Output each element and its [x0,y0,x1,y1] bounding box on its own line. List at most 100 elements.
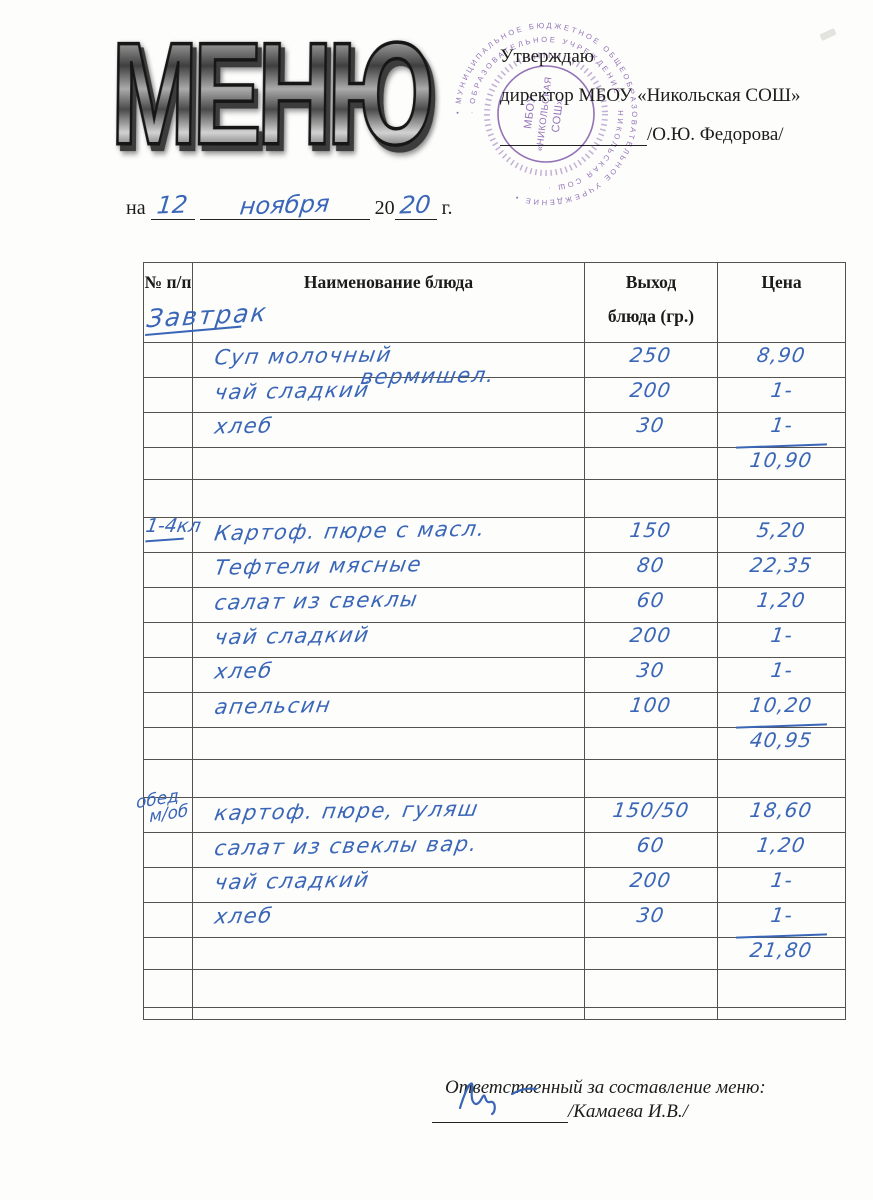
dish-output-cell: 150 [584,517,718,553]
dish-name: чай сладкий [212,622,372,650]
dish-name-cell: салат из свеклы вар. [192,831,585,868]
dish-price-cell: 1,20 [717,587,846,623]
date-month-handwritten: ноября [238,189,331,221]
menu-table-row: салат из свеклы 60 1,20 [143,587,846,623]
responsible-signature-line [432,1082,568,1123]
dish-output: 200 [628,868,674,892]
dish-price-cell: 1,20 [717,832,846,868]
row-number-cell [143,552,193,588]
dish-output-cell [584,969,718,1008]
dish-name-cell: чай сладкий [192,622,585,658]
menu-table-row [143,479,846,518]
dish-output: 30 [635,903,667,927]
menu-table-row: хлеб 30 1- [143,657,846,693]
row-number-cell [143,377,193,413]
dish-output-cell [584,479,718,518]
dish-name-cell: хлеб [192,902,585,938]
school-round-stamp: • МУНИЦИПАЛЬНОЕ БЮДЖЕТНОЕ ОБЩЕОБРАЗОВАТЕ… [453,21,636,207]
dish-price-cell: 5,20 [717,517,846,553]
dish-price-cell [717,969,846,1008]
menu-table-row: 10,90 [143,447,846,480]
dish-output-cell: 250 [584,342,718,378]
menu-table-row: чай сладкий 200 1- [143,867,846,903]
section-label-lunch-line2: м/об [149,800,189,828]
row-number-cell [143,902,193,938]
dish-price: 40,95 [748,728,815,752]
dish-output-cell: 60 [584,587,718,623]
menu-table-row: Тефтели мясные 80 22,35 [143,552,846,588]
dish-output: 200 [628,623,674,647]
date-day-handwritten: 12 [155,190,190,220]
row-number-cell [143,479,193,518]
dish-name: картоф. пюре, гуляш [212,796,481,826]
dish-name: апельсин [212,692,334,720]
menu-title-logo: МЕНЮ [109,12,432,177]
dish-name-cell: Тефтели мясные [192,552,585,588]
dish-output-cell: 200 [584,377,718,413]
dish-name: салат из свеклы вар. [212,831,480,861]
col-header-price: Цена [717,262,846,343]
section-label-lunch: обед м/об [136,786,189,828]
row-number-cell [143,412,193,448]
menu-table-row: хлеб 30 1- [143,902,846,938]
row-number-cell [143,1007,193,1020]
dish-price: 1,20 [755,833,808,857]
dish-name-cell [192,1007,585,1020]
dish-output: 150 [628,518,674,542]
dish-name-cell: чай сладкий [192,867,585,903]
dish-name-cell [192,759,585,798]
dish-price-cell: 8,90 [717,342,846,378]
date-year-handwritten: 20 [398,190,433,220]
dish-output-cell [584,447,718,480]
dish-price-cell: 18,60 [717,797,846,833]
dish-name: чай сладкий [212,867,372,895]
dish-output-cell: 30 [584,902,718,938]
responsible-signature-name: /Камаева И.В./ [568,1101,688,1122]
row-number-cell [143,867,193,903]
dish-name-cell: Суп молочный вермишел. [192,342,585,389]
dish-price-cell [717,759,846,798]
dish-name-cell: апельсин [192,692,585,728]
dish-output-cell: 80 [584,552,718,588]
row-number-cell [143,587,193,623]
dish-name-continued: вермишел. [358,362,497,390]
dish-output-cell: 200 [584,867,718,903]
menu-table-row: хлеб 30 1- [143,412,846,448]
approval-block: Утверждаю директор МБОУ «Никольская СОШ»… [500,46,801,146]
dish-price: 5,20 [755,518,808,542]
director-signature-name: /О.Ю. Федорова/ [647,124,784,145]
dish-output-cell [584,759,718,798]
dish-price: 1- [768,413,795,437]
col-header-output: Выход блюда (гр.) [584,262,718,343]
dish-price-cell: 1- [717,657,846,693]
approval-heading: Утверждаю [500,46,594,67]
responsible-signature-row: /Камаева И.В./ [432,1082,766,1123]
dish-output: 150/50 [611,798,691,822]
menu-table-row: Суп молочный вермишел. 250 8,90 [143,342,846,389]
dish-name-cell [192,969,585,1008]
dish-name: хлеб [213,413,275,439]
menu-table: № п/п Наименование блюда Выход блюда (гр… [143,262,846,1020]
date-year-blank: 20 [394,189,437,220]
dish-output-cell: 150/50 [584,797,718,833]
svg-text:МБОУ: МБОУ [522,94,538,129]
date-prefix: на [126,197,146,219]
row-number-cell [143,797,193,833]
dish-name: Картоф. пюре с масл. [212,516,488,546]
row-number-cell [143,832,193,868]
dish-price-cell: 1- [717,622,846,658]
dish-output-cell: 30 [584,412,718,448]
date-day-blank: 12 [150,189,195,220]
responsible-label: Ответственный за составление меню: [445,1077,766,1098]
dish-output: 60 [635,588,667,612]
menu-table-row: 40,95 [143,727,846,760]
dish-price-cell: 1- [717,902,846,938]
dish-output: 30 [635,658,667,682]
dish-name: салат из свеклы [212,587,421,615]
dish-output: 100 [628,693,674,717]
dish-price: 1- [768,868,795,892]
dish-price: 8,90 [755,343,808,367]
dish-output-cell [584,937,718,970]
date-line: на 12 ноября 20 20 г. [126,189,453,220]
dish-output: 30 [635,413,667,437]
